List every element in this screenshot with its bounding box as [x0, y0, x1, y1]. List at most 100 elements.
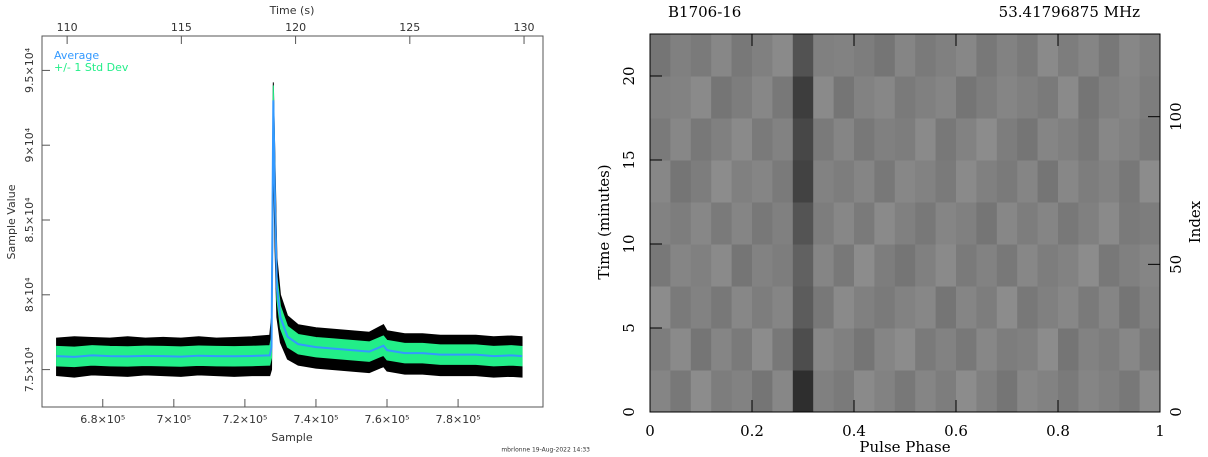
cell	[1058, 286, 1079, 329]
cell	[772, 244, 794, 287]
cell	[1078, 286, 1100, 329]
cell	[670, 76, 692, 119]
cell	[1139, 202, 1161, 245]
cell	[1119, 370, 1141, 413]
cell	[935, 160, 957, 203]
cell	[996, 286, 1018, 329]
cell	[874, 160, 896, 203]
cell	[731, 244, 753, 287]
cell	[650, 202, 671, 245]
cell	[1139, 244, 1161, 287]
cell	[792, 286, 814, 329]
cell	[1017, 244, 1039, 287]
cell	[1139, 76, 1161, 119]
cell	[711, 370, 733, 413]
x-axis-label: Pulse Phase	[859, 438, 950, 456]
cell	[1098, 244, 1120, 287]
cell	[670, 244, 692, 287]
cell	[1119, 244, 1141, 287]
cell	[1037, 76, 1059, 119]
cell	[1098, 370, 1120, 413]
cell	[1119, 286, 1141, 329]
cell	[731, 76, 753, 119]
cell	[752, 118, 773, 161]
cell	[813, 286, 835, 329]
cell	[650, 328, 671, 371]
cell	[1017, 370, 1039, 413]
cell	[731, 286, 753, 329]
cell	[915, 370, 937, 413]
cell	[792, 202, 814, 245]
cell	[1058, 118, 1079, 161]
cell	[1037, 202, 1059, 245]
cell	[731, 328, 753, 371]
cell	[772, 160, 794, 203]
cell	[1017, 118, 1039, 161]
cell	[894, 34, 916, 77]
cell	[772, 286, 794, 329]
cell	[1037, 370, 1059, 413]
cell	[711, 160, 733, 203]
cell	[1098, 286, 1120, 329]
cell	[1139, 370, 1161, 413]
cell	[874, 244, 896, 287]
cell	[792, 34, 814, 77]
cell	[670, 286, 692, 329]
x-tick-label: 0.4	[842, 422, 866, 440]
y-axis-label: Sample Value	[5, 184, 18, 259]
cell	[915, 244, 937, 287]
cell	[935, 118, 957, 161]
cell	[956, 118, 977, 161]
cell	[731, 202, 753, 245]
cell	[1098, 76, 1120, 119]
cell	[1098, 34, 1120, 77]
cell	[874, 76, 896, 119]
cell	[650, 76, 671, 119]
cell	[752, 34, 773, 77]
cell	[670, 34, 692, 77]
x-axis-label: Sample	[271, 431, 312, 444]
cell	[894, 202, 916, 245]
legend-entry: +/- 1 Std Dev	[54, 61, 129, 74]
cell	[813, 328, 835, 371]
cell	[690, 244, 712, 287]
cell	[854, 370, 875, 413]
y-tick-label: 15	[620, 150, 638, 169]
cell	[670, 328, 692, 371]
x-tick-label: 1	[1155, 422, 1165, 440]
cell	[1078, 370, 1100, 413]
x2-tick-label: 130	[514, 21, 535, 34]
cell	[854, 202, 875, 245]
cell	[813, 76, 835, 119]
cell	[915, 202, 937, 245]
x-tick-label: 0.8	[1046, 422, 1070, 440]
cell	[996, 34, 1018, 77]
cell	[1078, 118, 1100, 161]
cell	[833, 370, 855, 413]
cell	[1139, 286, 1161, 329]
cell	[650, 118, 671, 161]
cell	[813, 244, 835, 287]
plot-frame	[41, 35, 544, 408]
cell	[1119, 34, 1141, 77]
x2-tick-label: 125	[399, 21, 420, 34]
cell	[670, 118, 692, 161]
cell	[833, 202, 855, 245]
x-tick-label: 0	[645, 422, 655, 440]
cell	[772, 34, 794, 77]
cell	[915, 160, 937, 203]
cell	[690, 118, 712, 161]
footer: mbrlonne 19-Aug-2022 14:33	[501, 447, 590, 454]
y2-tick-label: 50	[1167, 255, 1185, 274]
cell	[976, 118, 998, 161]
cell	[813, 202, 835, 245]
cell	[1078, 244, 1100, 287]
cell	[996, 76, 1018, 119]
cell	[894, 118, 916, 161]
cell	[1017, 286, 1039, 329]
cell	[1058, 244, 1079, 287]
cell	[1078, 202, 1100, 245]
cell	[956, 286, 977, 329]
cell	[1017, 328, 1039, 371]
